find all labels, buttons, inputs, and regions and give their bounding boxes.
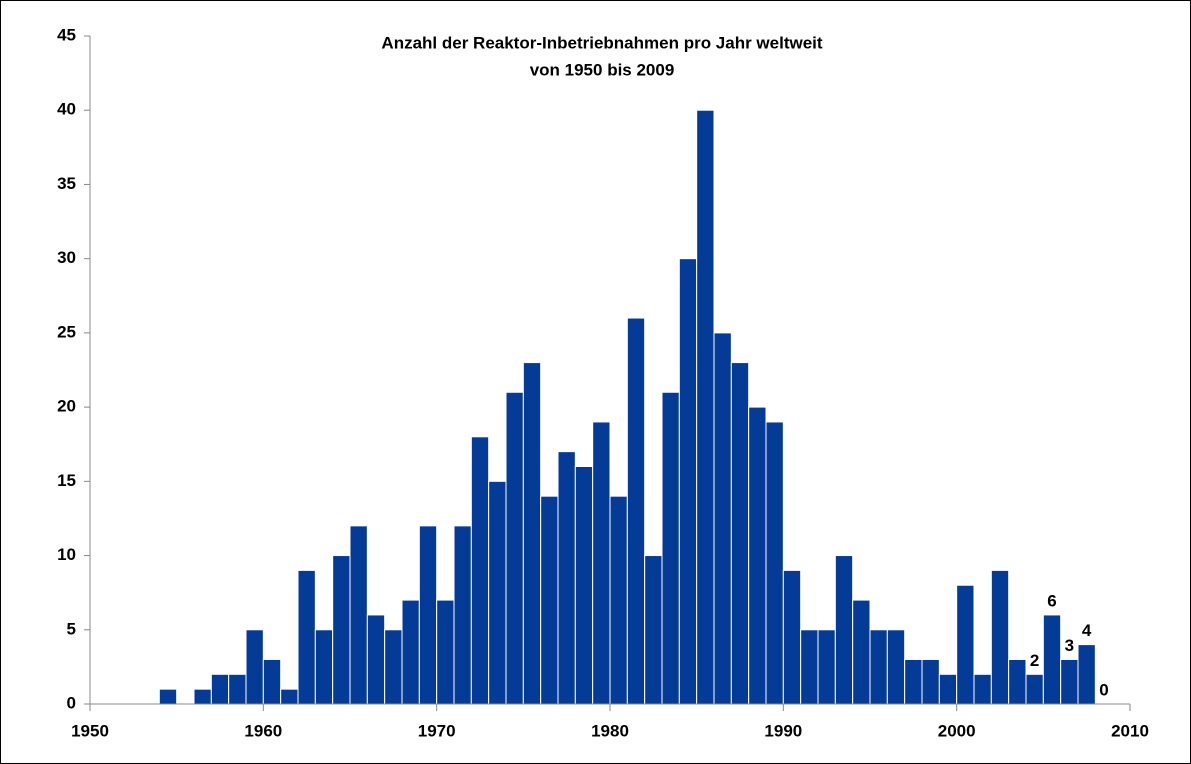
- bar: [540, 495, 559, 705]
- bar: [193, 688, 212, 705]
- y-tick-label: 40: [57, 100, 76, 119]
- bar: [973, 673, 992, 705]
- bar: [470, 436, 490, 705]
- bar: [678, 258, 698, 705]
- bar: [592, 421, 611, 705]
- bar: [488, 480, 507, 705]
- bar: [297, 569, 316, 705]
- bar: [1042, 614, 1062, 705]
- bar: [418, 525, 438, 705]
- bar: [782, 569, 802, 705]
- bar: [886, 629, 906, 705]
- bar: [748, 406, 767, 705]
- bar: [557, 451, 576, 705]
- x-tick-label: 1990: [764, 721, 802, 740]
- bar: [696, 109, 715, 705]
- y-tick-label: 15: [57, 471, 76, 490]
- bar: [956, 584, 975, 705]
- y-tick-label: 45: [57, 25, 76, 44]
- bar: [800, 629, 819, 705]
- y-tick-label: 35: [57, 174, 76, 193]
- bar: [245, 629, 264, 705]
- bar: [574, 465, 594, 705]
- bar: [453, 525, 472, 705]
- bar: [280, 688, 299, 705]
- chart-title: Anzahl der Reaktor-Inbetriebnahmen pro J…: [381, 33, 822, 52]
- data-label: 4: [1082, 621, 1092, 640]
- data-label: 0: [1099, 680, 1108, 699]
- data-label: 2: [1030, 651, 1039, 670]
- bar: [1060, 658, 1079, 705]
- bar: [505, 391, 524, 705]
- x-tick-label: 1950: [71, 721, 109, 740]
- bar: [314, 629, 334, 705]
- x-tick-label: 1980: [591, 721, 629, 740]
- data-label: 6: [1047, 591, 1056, 610]
- bar: [1077, 644, 1096, 705]
- bar: [384, 629, 403, 705]
- bar: [817, 629, 836, 705]
- bar: [938, 673, 958, 705]
- bar: [644, 555, 663, 705]
- bar: [401, 599, 420, 705]
- data-label: 3: [1065, 636, 1074, 655]
- bar: [904, 658, 923, 705]
- bar: [158, 688, 178, 705]
- bar: [349, 525, 368, 705]
- bar: [262, 658, 282, 705]
- x-tick-label: 1970: [418, 721, 456, 740]
- y-tick-label: 30: [57, 248, 76, 267]
- bar: [522, 362, 542, 705]
- bar: [730, 362, 750, 705]
- bar: [869, 629, 888, 705]
- bar: [366, 614, 386, 705]
- bar: [1008, 658, 1027, 705]
- bar: [852, 599, 871, 705]
- bar: [661, 391, 680, 705]
- bar: [210, 673, 230, 705]
- bar: [1025, 673, 1044, 705]
- bar: [765, 421, 784, 705]
- y-tick-label: 20: [57, 397, 76, 416]
- bar: [332, 555, 351, 705]
- x-tick-label: 2000: [938, 721, 976, 740]
- bar: [626, 317, 646, 705]
- bar: [990, 569, 1010, 705]
- bar: [834, 555, 854, 705]
- x-tick-label: 1960: [244, 721, 282, 740]
- y-tick-label: 5: [67, 619, 76, 638]
- bar: [921, 658, 940, 705]
- bar: [228, 673, 247, 705]
- y-tick-label: 25: [57, 322, 76, 341]
- x-tick-label: 2010: [1111, 721, 1149, 740]
- chart-subtitle: von 1950 bis 2009: [530, 60, 675, 79]
- bar: [436, 599, 455, 705]
- y-tick-label: 10: [57, 545, 76, 564]
- bar: [609, 495, 628, 705]
- bar: [713, 332, 732, 705]
- y-tick-label: 0: [67, 693, 76, 712]
